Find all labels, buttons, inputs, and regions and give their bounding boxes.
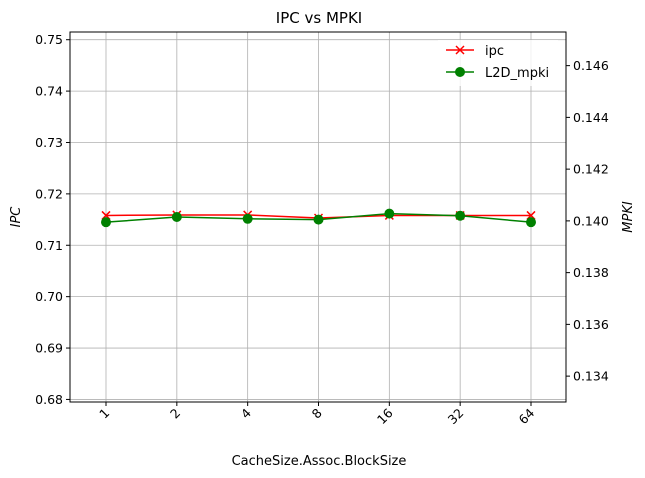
l2d-mpki-point (384, 208, 395, 219)
legend-ipc-label: ipc (485, 44, 504, 59)
y-right-axis-label: MPKI (621, 201, 636, 233)
x-tick-label: 8 (309, 405, 325, 421)
l2d-mpki-point (242, 213, 253, 224)
y-right-tick-label: 0.142 (573, 162, 609, 177)
y-right-tick-label: 0.138 (573, 265, 609, 280)
legend-ipc-marker (455, 45, 465, 55)
x-axis-ticks: 1 2 4 8 16 32 64 (96, 402, 537, 427)
x-tick-label: 16 (374, 405, 396, 427)
y-left-axis-ticks: 0.68 0.69 0.70 0.71 0.72 0.73 0.74 0.75 (35, 32, 70, 407)
y-right-tick-label: 0.144 (573, 110, 609, 125)
x-tick-label: 1 (96, 405, 112, 421)
y-left-tick-label: 0.71 (35, 238, 63, 253)
l2d-mpki-point (101, 217, 111, 228)
l2d-mpki-point (171, 212, 182, 222)
y-left-tick-label: 0.68 (35, 392, 63, 407)
legend-mpki-marker (455, 67, 465, 77)
x-tick-label: 2 (167, 405, 183, 421)
y-left-tick-label: 0.74 (35, 84, 63, 99)
y-left-tick-label: 0.75 (35, 32, 63, 47)
x-axis-label: CacheSize.Assoc.BlockSize (232, 454, 407, 469)
y-left-tick-label: 0.69 (35, 341, 63, 356)
x-tick-label: 32 (445, 405, 467, 427)
y-right-axis-ticks: 0.134 0.136 0.138 0.140 0.142 0.144 0.146 (566, 58, 609, 384)
y-right-tick-label: 0.136 (573, 317, 609, 332)
l2d-mpki-point (455, 210, 466, 221)
y-left-tick-label: 0.73 (35, 135, 63, 150)
x-tick-label: 64 (516, 405, 538, 427)
l2d-mpki-point (313, 214, 324, 225)
y-left-tick-label: 0.72 (35, 186, 63, 201)
chart-title: IPC vs MPKI (276, 9, 362, 27)
series-layer (101, 208, 536, 228)
y-right-tick-label: 0.134 (573, 369, 609, 384)
l2d-mpki-point (526, 217, 536, 228)
legend: ipc L2D_mpki (438, 40, 558, 86)
y-left-tick-label: 0.70 (35, 289, 63, 304)
x-tick-label: 4 (238, 405, 254, 421)
y-left-axis-label: IPC (9, 206, 24, 228)
y-right-tick-label: 0.146 (573, 58, 609, 73)
legend-mpki-label: L2D_mpki (485, 66, 549, 81)
y-right-tick-label: 0.140 (573, 213, 609, 228)
